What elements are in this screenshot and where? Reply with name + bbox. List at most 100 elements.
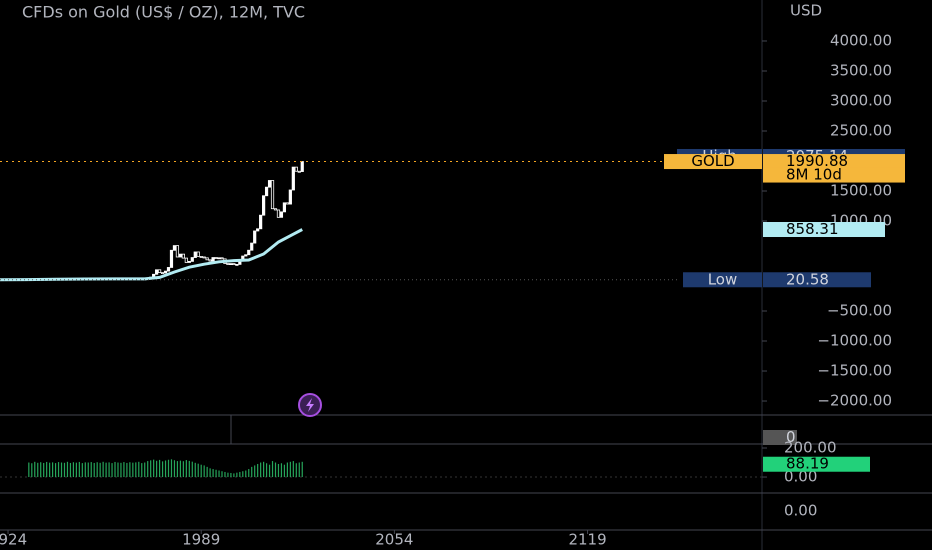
osc-bar	[209, 468, 211, 478]
candle	[214, 257, 218, 259]
osc-bar	[28, 462, 30, 478]
osc-bar	[289, 461, 291, 478]
lightning-icon[interactable]	[298, 393, 322, 417]
osc-bar	[111, 463, 113, 478]
osc-bar	[37, 462, 39, 478]
candle	[297, 170, 301, 173]
y-tick-label: 4000.00	[830, 31, 892, 49]
osc-bar	[156, 460, 158, 478]
name-box	[664, 154, 762, 170]
price-label: 858.31	[786, 220, 839, 238]
price-box	[763, 222, 885, 238]
osc-bar	[54, 463, 57, 478]
candle	[202, 256, 206, 259]
osc-bar	[69, 462, 72, 478]
candle	[262, 195, 266, 216]
candle	[190, 257, 194, 262]
osc-bar	[90, 462, 92, 478]
candle	[193, 251, 197, 258]
osc-bar	[126, 462, 128, 478]
osc-bar	[268, 464, 271, 478]
candle	[264, 186, 269, 197]
osc-bar	[123, 462, 125, 478]
osc-tick-label: 200.00	[784, 439, 837, 457]
y-tick-label: −1000.00	[817, 332, 892, 350]
low-label: Low	[708, 270, 738, 288]
osc-bar	[242, 471, 244, 478]
osc-bar	[170, 459, 173, 478]
candle	[199, 256, 203, 258]
osc-bar	[167, 459, 170, 478]
osc-bar	[251, 466, 253, 478]
osc-bar	[63, 462, 66, 478]
candle	[172, 245, 177, 251]
osc-bar	[206, 466, 208, 478]
price-box	[763, 272, 871, 288]
osc-bar	[254, 465, 256, 478]
y-tick-label: −2000.00	[817, 392, 892, 410]
osc-bar	[200, 464, 202, 478]
candle	[169, 249, 174, 268]
candle	[294, 166, 298, 172]
candle	[220, 257, 224, 260]
osc-bar	[49, 462, 51, 478]
icon-bolt[interactable]	[306, 398, 314, 412]
candle	[273, 208, 278, 211]
osc-bar	[176, 461, 179, 478]
candle	[244, 254, 248, 257]
y-tick-label: 1500.00	[830, 181, 892, 199]
osc-bar	[43, 462, 45, 478]
candle	[229, 263, 233, 266]
osc-bar	[227, 472, 229, 478]
osc-last-box	[763, 456, 870, 472]
candle	[285, 202, 289, 205]
osc-bar	[203, 465, 205, 478]
countdown: 8M 10d	[786, 166, 842, 184]
osc-bar	[164, 460, 167, 478]
osc-bar	[236, 472, 238, 478]
x-tick-label: 1924	[0, 531, 27, 549]
osc-bar	[221, 471, 223, 478]
currency: USD	[790, 2, 822, 20]
candle	[208, 259, 212, 262]
osc-last-label: 88.19	[786, 455, 829, 473]
candle	[288, 189, 292, 205]
osc-bar	[57, 462, 60, 478]
candle	[235, 263, 239, 266]
candle	[163, 270, 168, 274]
osc-bar	[138, 461, 140, 478]
candle	[291, 166, 295, 191]
candle	[226, 263, 230, 266]
osc-bar	[99, 462, 101, 478]
osc-bar	[212, 469, 214, 478]
volume-label: 0	[786, 428, 796, 446]
osc-bar	[31, 463, 33, 478]
y-tick-label: −1500.00	[817, 362, 892, 380]
name-box	[683, 272, 762, 288]
osc-bar	[52, 462, 54, 478]
osc-bar	[182, 461, 184, 478]
candle	[247, 249, 251, 256]
y-tick-label: 3000.00	[830, 91, 892, 109]
candle	[157, 269, 162, 274]
candle	[160, 272, 165, 275]
osc-bar	[245, 470, 247, 478]
osc-bar	[75, 462, 77, 478]
osc-bar	[144, 462, 146, 478]
candle	[211, 257, 215, 262]
osc-bar	[191, 461, 193, 478]
y-tick-label: −500.00	[827, 302, 892, 320]
osc-bar	[263, 461, 265, 478]
osc-bar	[135, 462, 137, 478]
osc-bar	[280, 463, 283, 478]
osc-bar	[292, 461, 294, 478]
candle	[279, 211, 284, 218]
osc-tick-label: 0.00	[784, 468, 817, 486]
osc-bar	[93, 462, 95, 478]
osc-bar	[72, 462, 75, 478]
x-tick-label: 2119	[568, 531, 606, 549]
candle	[178, 253, 182, 258]
osc-bar	[260, 462, 262, 478]
osc-bar	[185, 460, 187, 478]
osc-bar	[257, 463, 259, 478]
